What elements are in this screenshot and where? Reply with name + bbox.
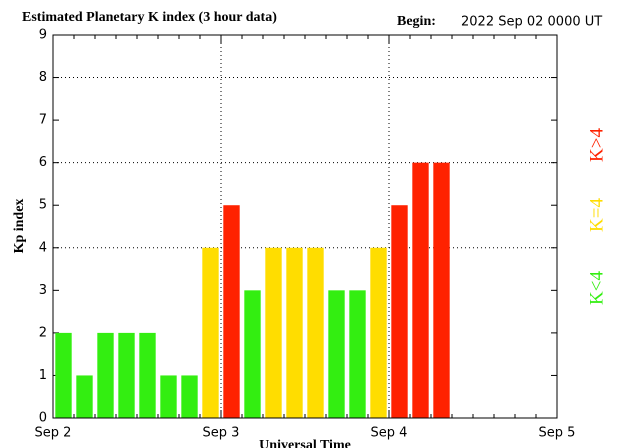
begin-value: 2022 Sep 02 0000 UT — [461, 15, 602, 30]
y-tick-label: 0 — [39, 411, 47, 426]
bar — [97, 332, 114, 418]
legend-label: K>4 — [586, 128, 607, 162]
bar — [391, 205, 408, 418]
y-tick-label: 5 — [39, 198, 47, 213]
bar — [55, 332, 72, 418]
bar — [328, 290, 345, 418]
bar — [433, 162, 450, 418]
y-tick-label: 7 — [39, 113, 47, 128]
y-tick-label: 8 — [39, 70, 47, 85]
x-tick-label: Sep 3 — [203, 426, 240, 441]
bar — [118, 332, 135, 418]
bar — [307, 247, 324, 418]
bar — [412, 162, 429, 418]
bar — [286, 247, 303, 418]
x-tick-label: Sep 5 — [539, 426, 576, 441]
legend-label: K=4 — [586, 198, 607, 232]
bar — [139, 332, 156, 418]
y-axis-label: Kp index — [12, 199, 27, 254]
y-tick-label: 6 — [39, 155, 47, 170]
x-tick-label: Sep 2 — [35, 426, 72, 441]
chart-title: Estimated Planetary K index (3 hour data… — [22, 10, 277, 25]
bar — [349, 290, 366, 418]
plot-frame — [52, 34, 558, 419]
begin-label: Begin: — [397, 14, 436, 29]
x-axis-label: Universal Time — [259, 438, 351, 448]
bar — [181, 375, 198, 418]
bar — [265, 247, 282, 418]
y-tick-label: 2 — [39, 325, 47, 340]
x-tick-label: Sep 4 — [371, 426, 408, 441]
y-tick-label: 1 — [39, 368, 47, 383]
bar — [223, 205, 240, 418]
y-tick-label: 3 — [39, 283, 47, 298]
bar — [244, 290, 261, 418]
y-tick-label: 4 — [39, 240, 47, 255]
bar — [202, 247, 219, 418]
y-tick-label: 9 — [39, 28, 47, 43]
bar — [160, 375, 177, 418]
legend-label: K<4 — [586, 271, 607, 305]
bar — [370, 247, 387, 418]
bar — [76, 375, 93, 418]
